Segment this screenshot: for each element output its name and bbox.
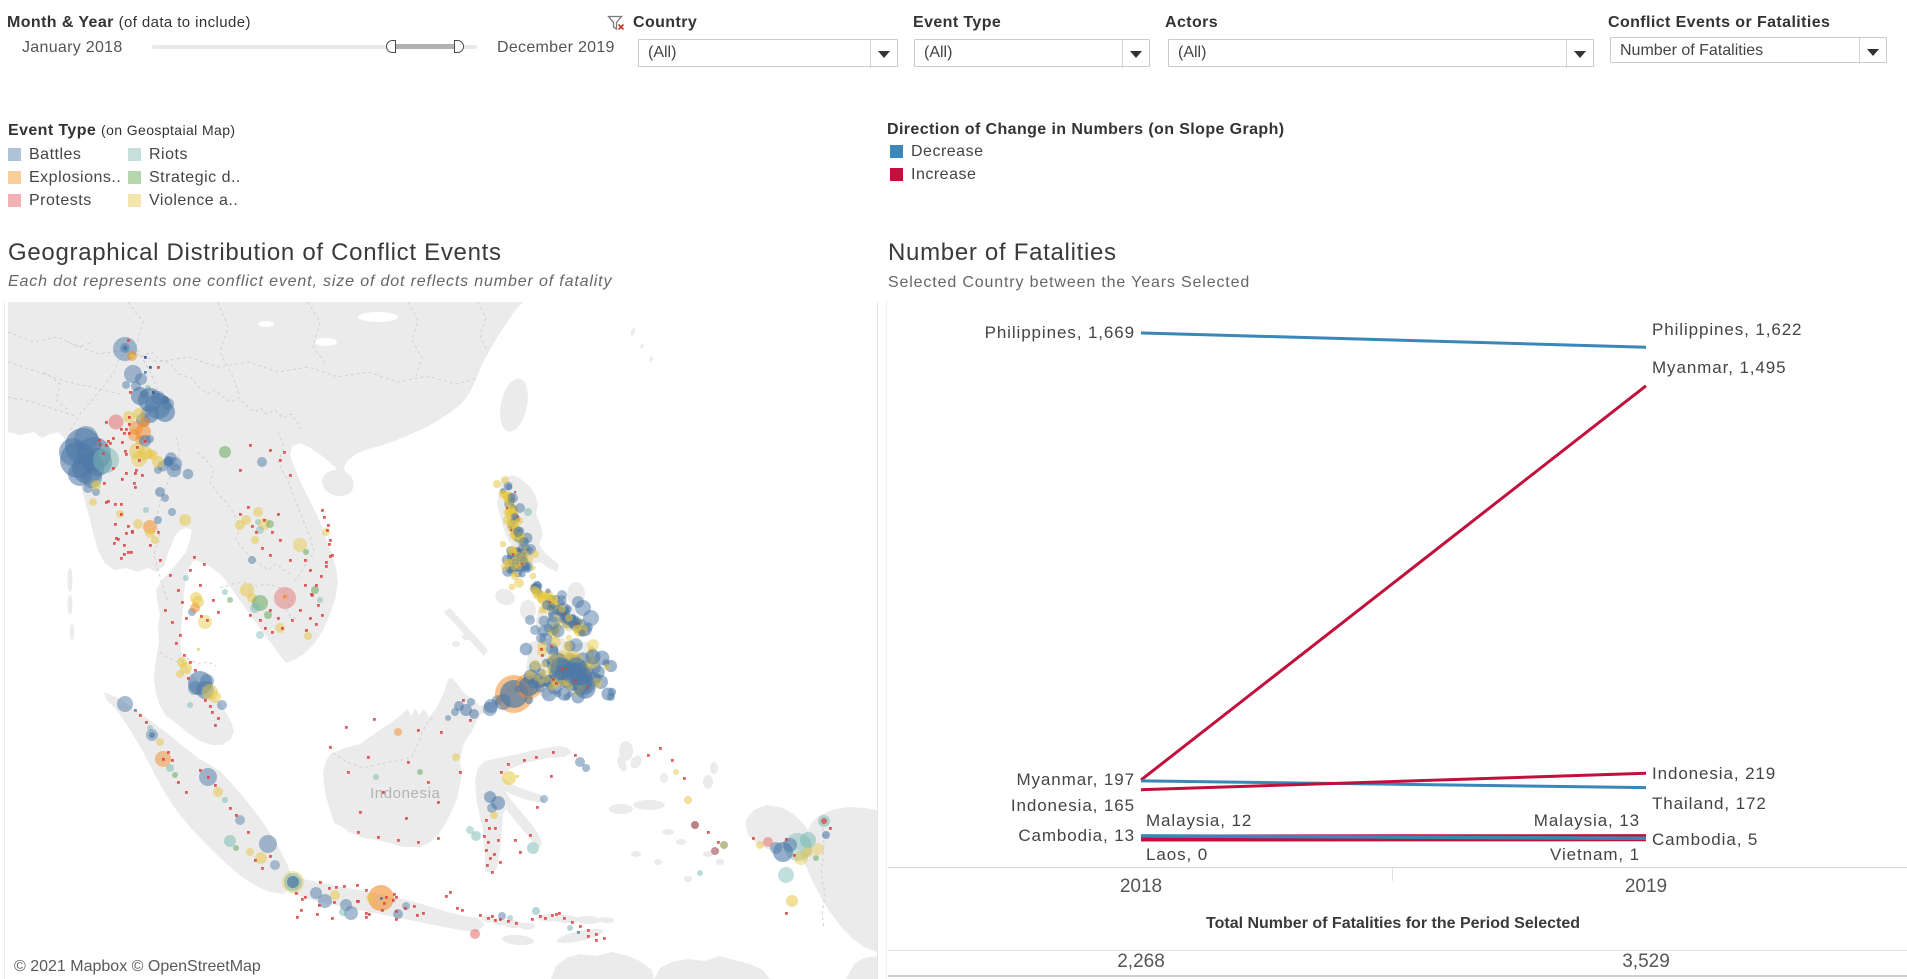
- svg-text:© 2021 Mapbox © OpenStreetMap: © 2021 Mapbox © OpenStreetMap: [14, 958, 261, 975]
- svg-text:Malaysia, 12: Malaysia, 12: [1146, 811, 1252, 830]
- svg-text:Laos, 0: Laos, 0: [1146, 845, 1208, 864]
- svg-text:Philippines, 1,669: Philippines, 1,669: [985, 323, 1135, 342]
- svg-text:Indonesia: Indonesia: [370, 785, 441, 802]
- svg-text:2019: 2019: [1625, 876, 1667, 897]
- svg-text:2,268: 2,268: [1117, 951, 1165, 972]
- svg-text:Malaysia, 13: Malaysia, 13: [1534, 811, 1640, 830]
- svg-text:Indonesia, 165: Indonesia, 165: [1011, 796, 1135, 815]
- svg-text:Total Number of Fatalities for: Total Number of Fatalities for the Perio…: [1206, 915, 1580, 932]
- svg-text:Myanmar, 1,495: Myanmar, 1,495: [1652, 358, 1787, 377]
- svg-text:Thailand, 172: Thailand, 172: [1652, 794, 1767, 813]
- svg-text:Philippines, 1,622: Philippines, 1,622: [1652, 320, 1802, 339]
- svg-text:3,529: 3,529: [1622, 951, 1670, 972]
- svg-text:Myanmar, 197: Myanmar, 197: [1016, 770, 1135, 789]
- svg-text:Cambodia, 13: Cambodia, 13: [1018, 826, 1135, 845]
- svg-text:Cambodia, 5: Cambodia, 5: [1652, 830, 1758, 849]
- svg-text:Vietnam, 1: Vietnam, 1: [1550, 845, 1640, 864]
- svg-text:2018: 2018: [1120, 876, 1162, 897]
- svg-text:Indonesia, 219: Indonesia, 219: [1652, 764, 1776, 783]
